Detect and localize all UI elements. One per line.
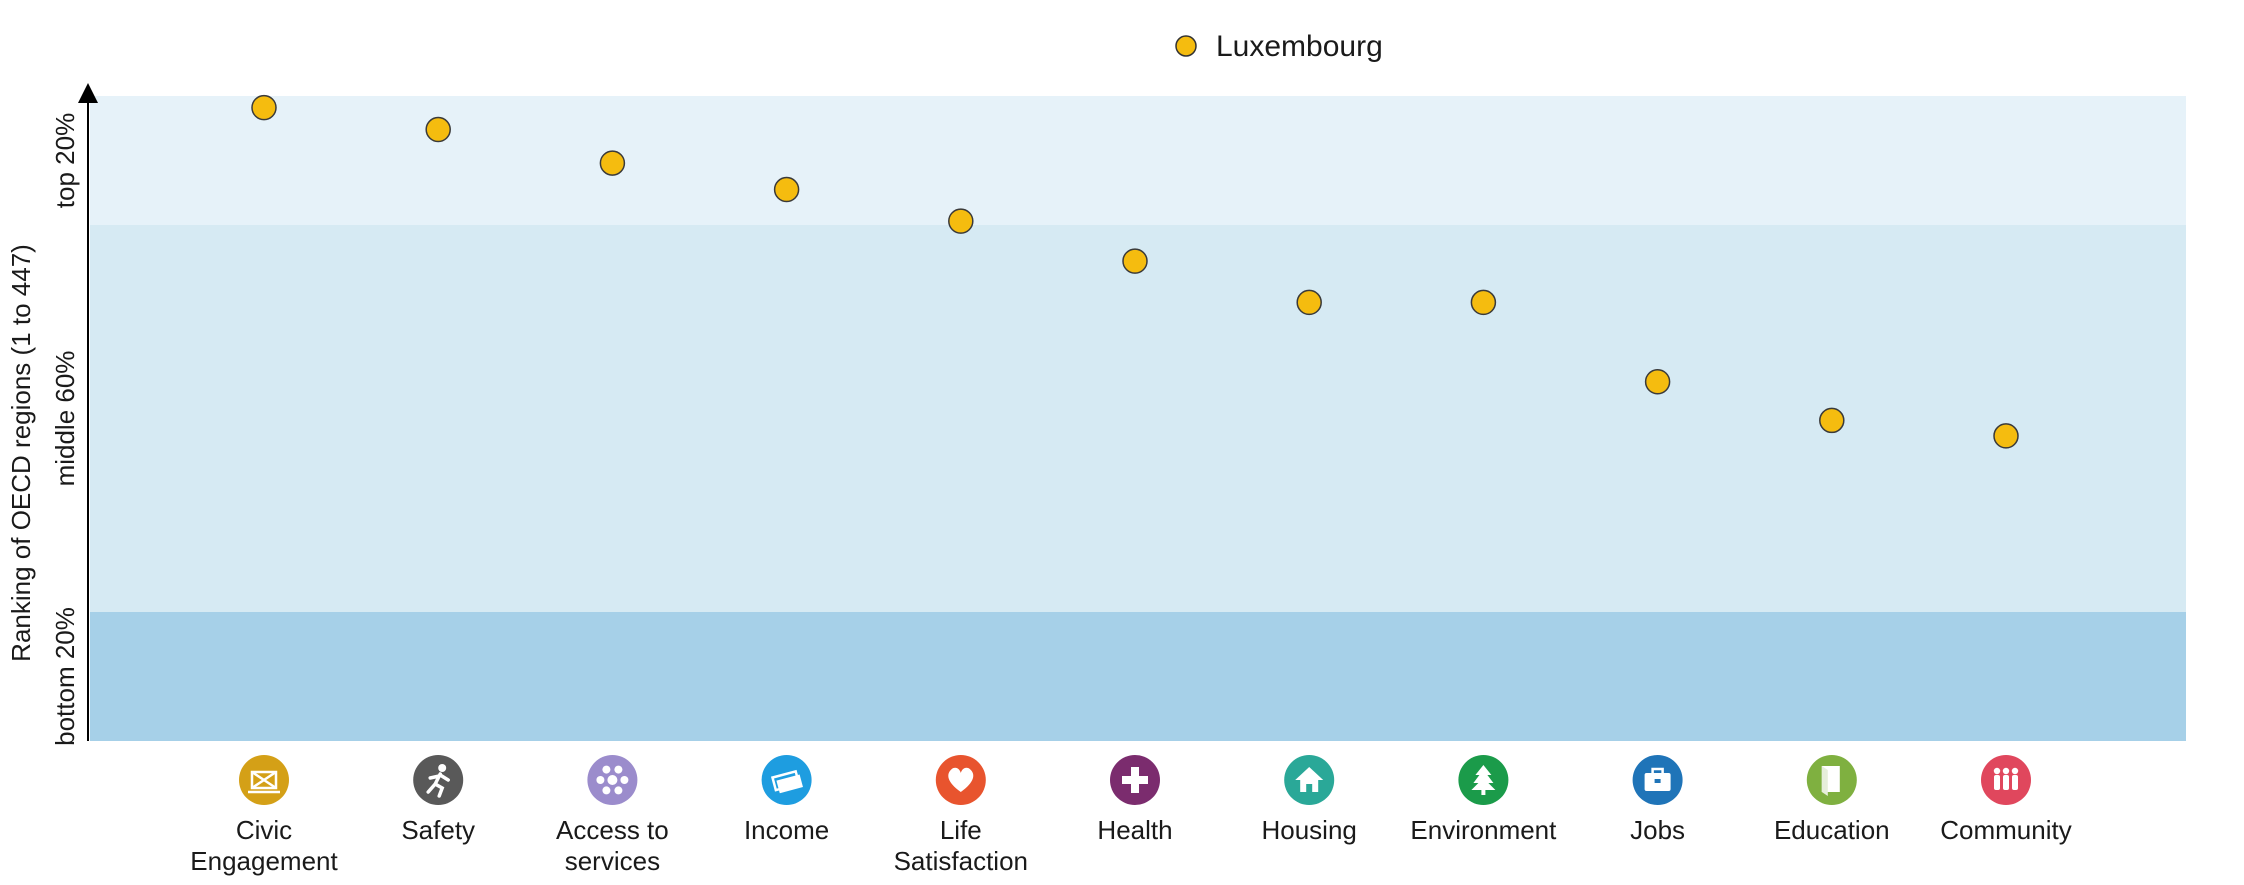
x-tick-label-3-0: Income: [744, 815, 829, 845]
x-tick-label-0-0: Civic: [236, 815, 292, 845]
x-tick-label-2-0: Access to: [556, 815, 669, 845]
tree-icon: [1458, 755, 1509, 805]
x-tick-label-1-0: Safety: [401, 815, 475, 845]
background-bands: [90, 96, 2186, 741]
point-0-8: [1644, 368, 1671, 395]
category-icons: [239, 755, 2031, 805]
point-0-7: [1470, 289, 1497, 316]
point-0-3: [773, 176, 800, 203]
people-icon: [1981, 755, 2031, 805]
x-tick-label-6-0: Housing: [1261, 815, 1356, 845]
point-0-1: [425, 116, 451, 143]
point-0-10: [1993, 423, 2019, 449]
x-tick-label-9-0: Education: [1774, 815, 1890, 845]
data-points: [251, 94, 2019, 449]
y-axis-title: Ranking of OECD regions (1 to 447): [6, 244, 36, 662]
heart-icon: [935, 755, 986, 805]
point-0-2: [599, 150, 626, 176]
point-0-4: [948, 208, 974, 234]
ballot-icon: [239, 755, 289, 805]
briefcase-icon: [1632, 755, 1683, 805]
band-2: [90, 96, 2186, 225]
medical-cross-icon: [1110, 755, 1160, 805]
book-icon: [1806, 755, 1857, 805]
x-tick-label-10-0: Community: [1940, 815, 2071, 845]
legend-marker: [1175, 35, 1197, 57]
x-tick-label-5-0: Health: [1097, 815, 1172, 845]
point-0-0: [251, 94, 277, 121]
x-tick-label-7-0: Environment: [1410, 815, 1557, 845]
legend: Luxembourg: [1175, 30, 1383, 63]
x-tick-label-2-1: services: [565, 846, 660, 876]
legend-label: Luxembourg: [1216, 30, 1383, 63]
money-icon: [761, 755, 812, 805]
services-network-icon: [587, 755, 638, 805]
band-0: [90, 612, 2186, 741]
band-labels: bottom 20% middle 60% top 20%: [50, 113, 80, 746]
band-label-2: top 20%: [50, 113, 80, 208]
point-0-6: [1296, 289, 1322, 316]
x-tick-label-8-0: Jobs: [1630, 815, 1685, 845]
house-icon: [1284, 755, 1335, 805]
band-1: [90, 225, 2186, 612]
point-0-9: [1819, 407, 1845, 434]
point-0-5: [1122, 248, 1148, 274]
band-label-1: middle 60%: [50, 351, 80, 487]
x-tick-label-4-0: Life: [940, 815, 982, 845]
running-person-icon: [413, 755, 464, 805]
x-tick-label-4-1: Satisfaction: [894, 846, 1028, 876]
x-tick-label-0-1: Engagement: [190, 846, 338, 876]
band-label-0: bottom 20%: [50, 607, 80, 746]
